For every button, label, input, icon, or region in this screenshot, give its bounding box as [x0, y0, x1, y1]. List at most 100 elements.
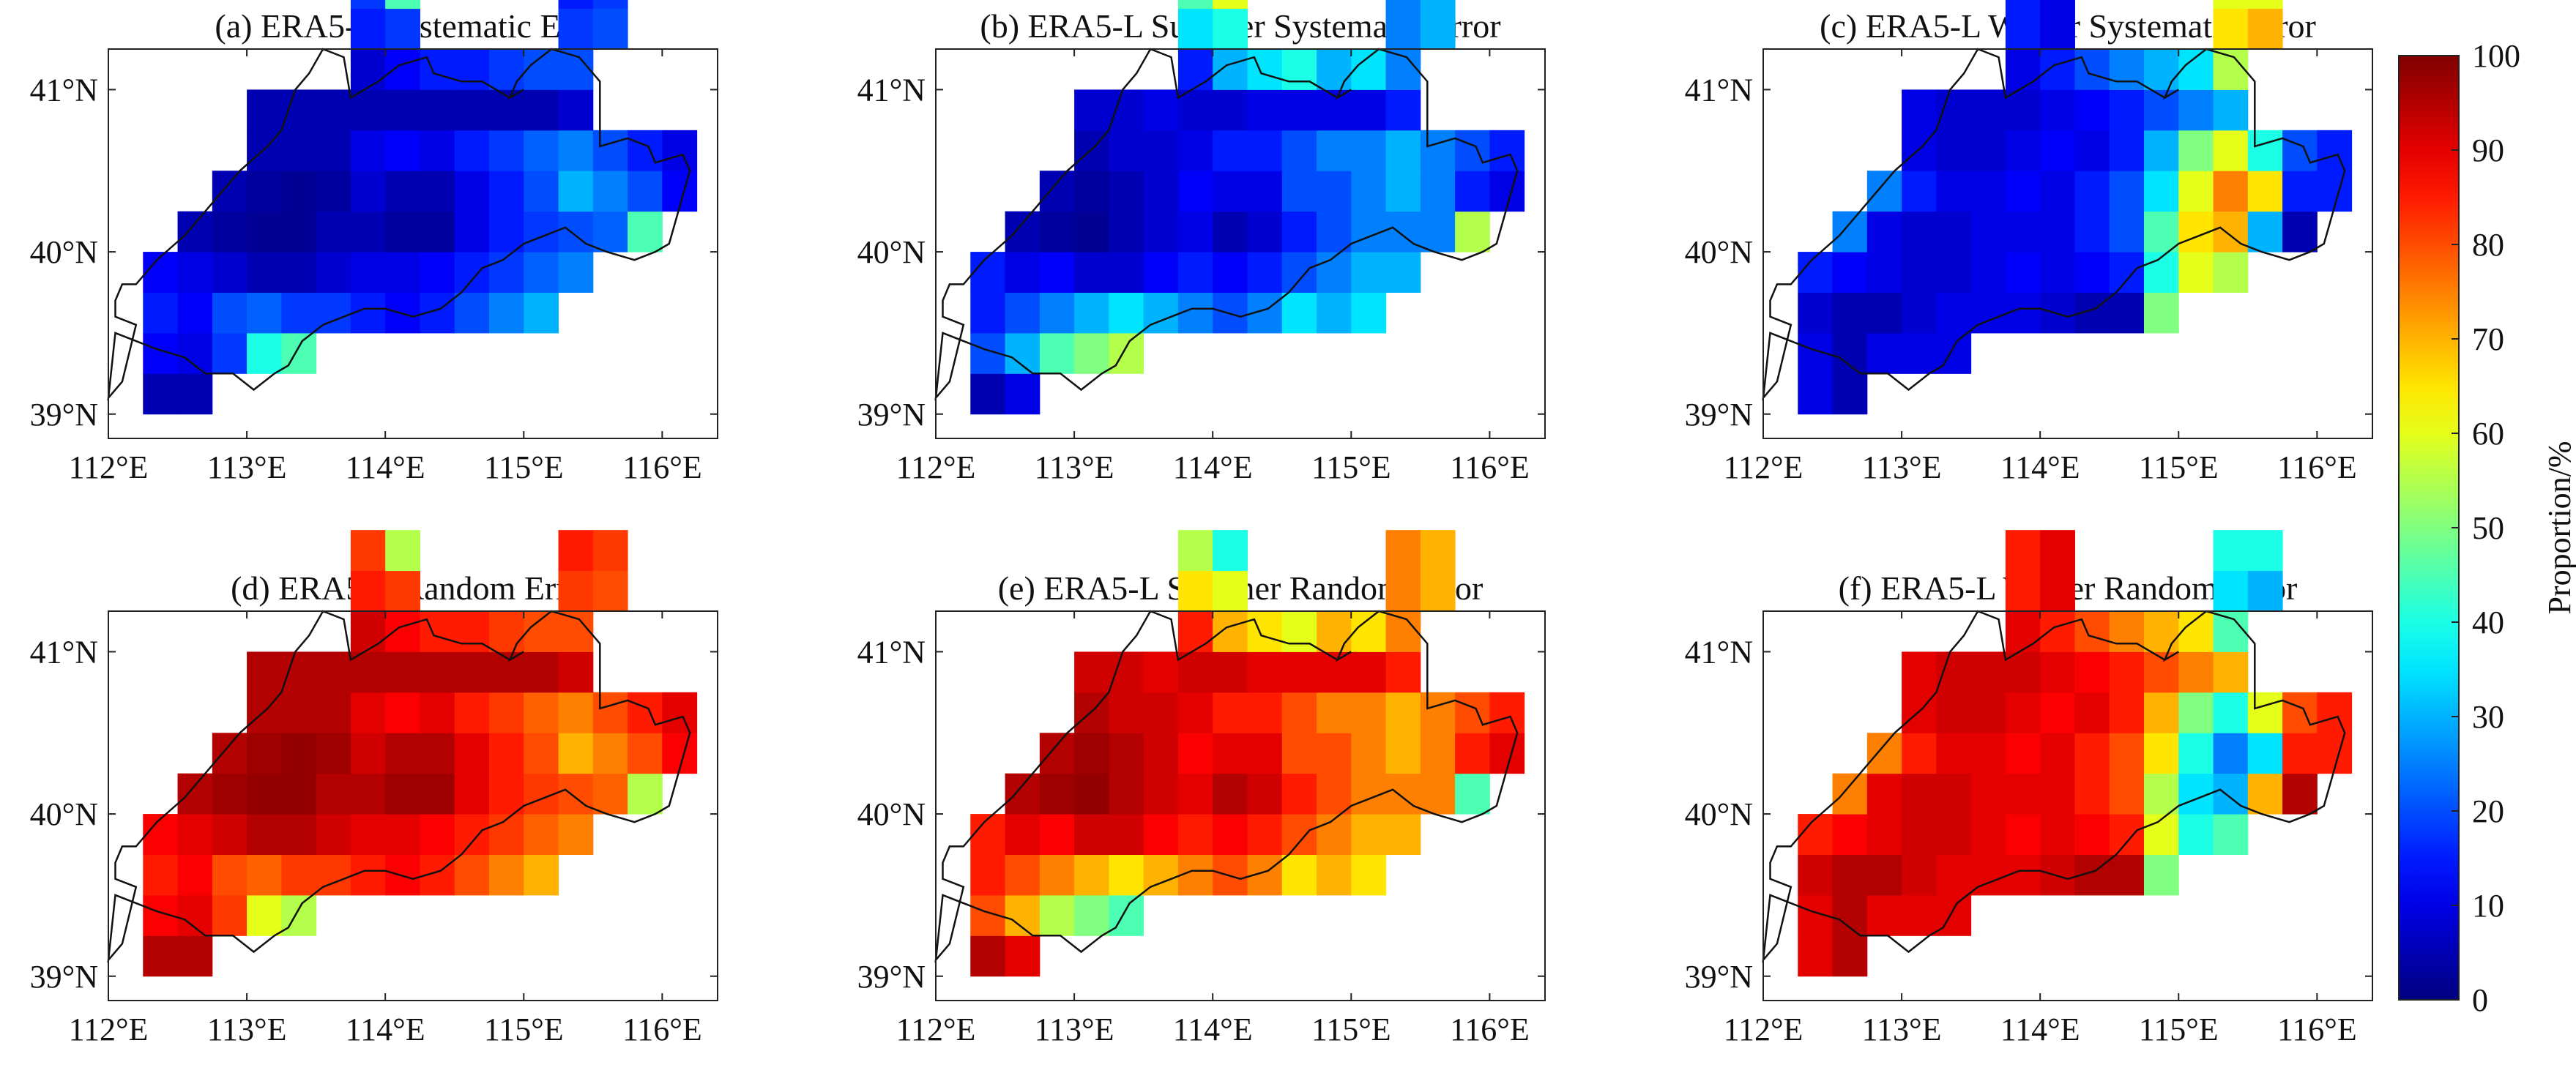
heatmap-cell — [2144, 171, 2179, 212]
heatmap-cell — [1902, 332, 1937, 374]
heatmap-cell — [2005, 651, 2041, 693]
heatmap-cell — [1351, 814, 1387, 855]
heatmap-cell — [2247, 692, 2283, 733]
heatmap-cell — [247, 171, 282, 212]
heatmap-cell — [1281, 130, 1317, 171]
heatmap-cell — [1385, 130, 1421, 171]
heatmap-cell — [2213, 651, 2249, 693]
heatmap-cell — [1866, 211, 1902, 253]
x-tick-label: 116°E — [622, 449, 702, 485]
heatmap-cell — [2040, 773, 2075, 815]
x-tick-label: 115°E — [484, 449, 564, 485]
heatmap-cell — [628, 130, 663, 171]
heatmap-cell — [316, 692, 351, 733]
heatmap-cell — [1455, 171, 1490, 212]
heatmap-cell — [1177, 814, 1213, 855]
heatmap-cell — [350, 814, 386, 855]
heatmap-cell — [2213, 211, 2249, 253]
heatmap-cell — [212, 211, 247, 253]
heatmap-cell — [1317, 692, 1352, 733]
heatmap-cell — [1281, 733, 1317, 774]
heatmap-cell — [2213, 89, 2249, 131]
heatmap-cell — [177, 935, 213, 977]
heatmap-cell — [281, 252, 317, 293]
heatmap-cell — [1902, 773, 1937, 815]
heatmap-cell — [1798, 252, 1834, 293]
heatmap-cell — [1866, 773, 1902, 815]
heatmap-cell — [1385, 8, 1421, 50]
heatmap-cell — [1143, 89, 1179, 131]
heatmap-cell — [2074, 651, 2110, 693]
heatmap-cell — [524, 854, 559, 896]
heatmap-cell — [2040, 611, 2075, 652]
heatmap-cell — [2040, 814, 2075, 855]
heatmap-cell — [592, 733, 628, 774]
x-tick-label: 113°E — [207, 1012, 287, 1047]
heatmap-cell — [2213, 252, 2249, 293]
heatmap-cell — [2144, 814, 2179, 855]
heatmap-cell — [316, 814, 351, 855]
heatmap-cell — [1177, 692, 1213, 733]
heatmap-cell — [1832, 211, 1868, 253]
heatmap-cell — [1317, 773, 1352, 815]
heatmap-cell — [350, 692, 386, 733]
heatmap-cell — [1177, 292, 1213, 334]
heatmap-cell — [281, 211, 317, 253]
heatmap-cell — [1970, 692, 2006, 733]
heatmap-cell — [524, 733, 559, 774]
heatmap-cell — [1281, 814, 1317, 855]
heatmap-cell — [350, 211, 386, 253]
heatmap-cell — [1455, 130, 1490, 171]
heatmap-cell — [1455, 733, 1490, 774]
heatmap-cell — [385, 651, 420, 693]
heatmap-cell — [1109, 211, 1144, 253]
heatmap-cell — [1936, 692, 1972, 733]
heatmap-cell — [2005, 854, 2041, 896]
heatmap-cell — [281, 733, 317, 774]
heatmap-cell — [1455, 692, 1490, 733]
colorbar-tick-label: 20 — [2472, 793, 2504, 829]
heatmap-cell — [970, 292, 1006, 334]
heatmap-cell — [558, 530, 594, 572]
heatmap-cell — [420, 171, 455, 212]
heatmap-cell — [385, 211, 420, 253]
heatmap-cell — [1351, 854, 1387, 896]
heatmap-cell — [1247, 211, 1283, 253]
map-frame — [108, 48, 718, 439]
heatmap-cell — [1005, 373, 1041, 415]
heatmap-cell — [2040, 130, 2075, 171]
heatmap-cell — [2074, 773, 2110, 815]
heatmap-cell — [1866, 894, 1902, 936]
x-tick-label: 115°E — [2139, 449, 2219, 485]
heatmap-cell — [1351, 292, 1387, 334]
heatmap-cell — [2074, 733, 2110, 774]
heatmap-cell — [212, 292, 247, 334]
heatmap-cell — [2282, 171, 2318, 212]
heatmap-cell — [2282, 211, 2318, 253]
heatmap-cell — [316, 89, 351, 131]
heatmap-cell — [1385, 733, 1421, 774]
heatmap-cell — [1970, 814, 2006, 855]
heatmap-cell — [489, 611, 524, 652]
heatmap-cell — [1247, 252, 1283, 293]
panel-e: (e) ERA5-L Summer Random Error112°E113°E… — [857, 530, 1546, 1047]
heatmap-cell — [1213, 611, 1248, 652]
y-tick-label: 39°N — [1685, 959, 1753, 995]
heatmap-cell — [1970, 89, 2006, 131]
heatmap-cell — [1936, 252, 1972, 293]
colorbar-tick-label: 10 — [2472, 888, 2504, 924]
heatmap-cells — [970, 530, 1525, 977]
colorbar-ticks: 0 10 20 30 40 50 60 70 80 90 100 — [2452, 38, 2520, 1018]
heatmap-cell — [524, 611, 559, 652]
heatmap-cell — [2247, 8, 2283, 50]
colorbar-fill — [2398, 55, 2460, 1001]
heatmap-cell — [1832, 894, 1868, 936]
heatmap-cell — [2247, 530, 2283, 572]
x-tick-label: 112°E — [69, 1012, 149, 1047]
heatmap-cell — [2074, 611, 2110, 652]
heatmap-cells — [1798, 0, 2353, 415]
heatmap-cell — [2040, 252, 2075, 293]
heatmap-cell — [385, 49, 420, 90]
heatmap-cell — [1247, 733, 1283, 774]
heatmap-cell — [628, 733, 663, 774]
